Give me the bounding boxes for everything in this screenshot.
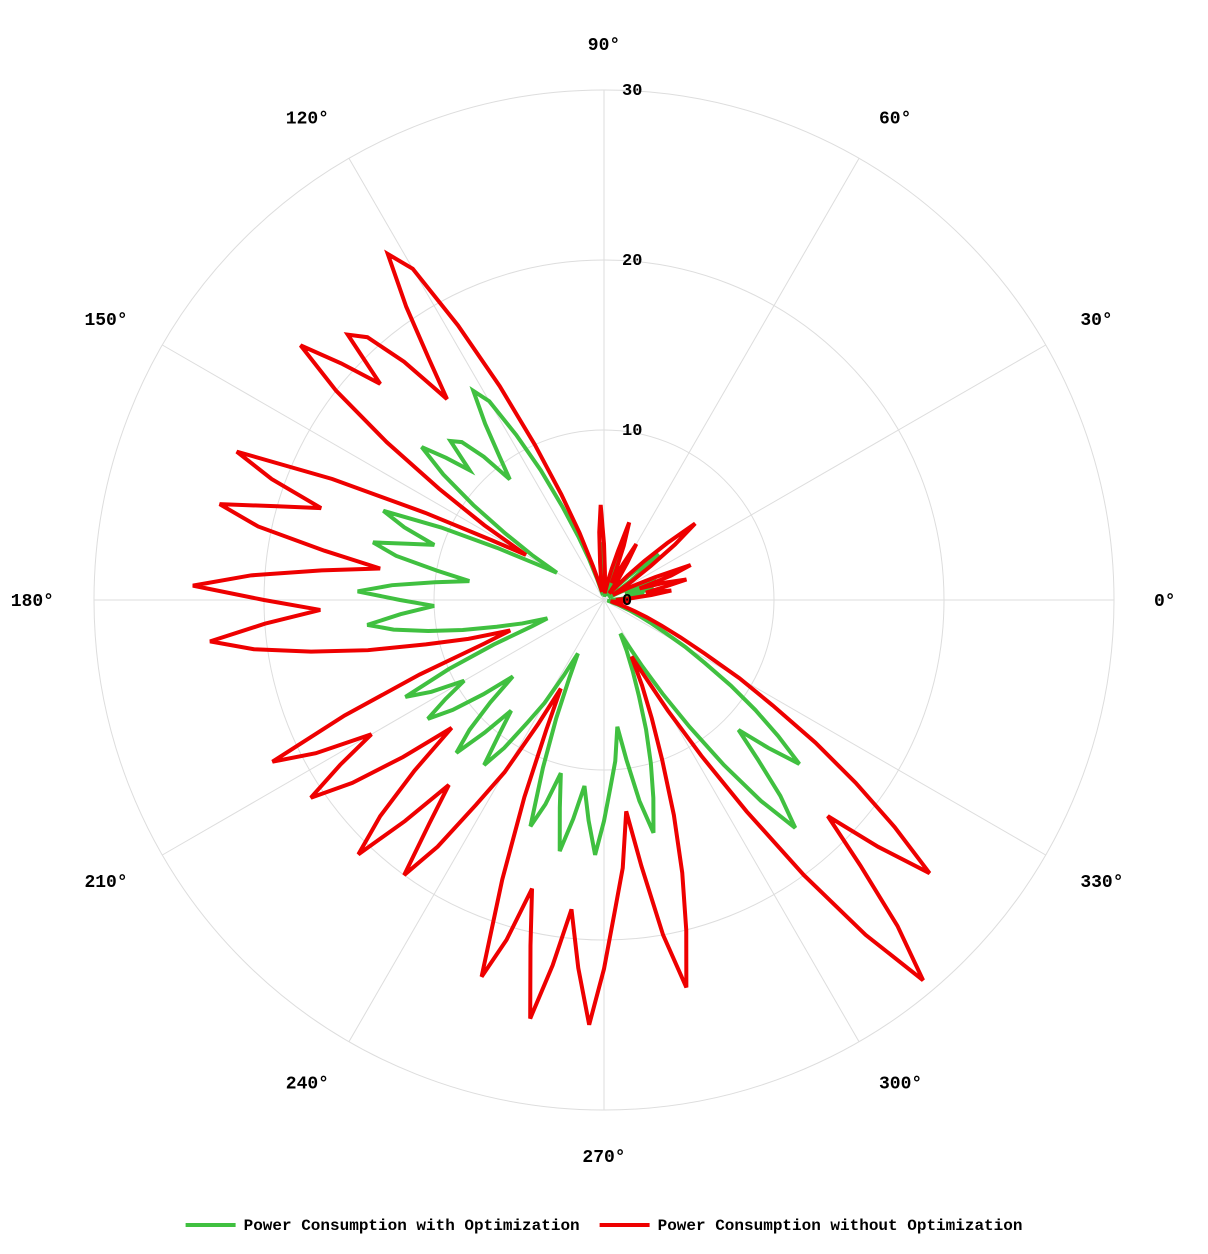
polar-chart-svg: 01020300°30°60°90°120°150°180°210°240°27… (0, 0, 1208, 1254)
polar-chart-container: 01020300°30°60°90°120°150°180°210°240°27… (0, 0, 1208, 1254)
angle-label: 240° (286, 1074, 329, 1094)
angle-label: 180° (11, 592, 54, 612)
angle-label: 90° (588, 36, 620, 56)
r-tick-label: 30 (622, 82, 642, 101)
r-tick-label: 10 (622, 422, 642, 441)
angle-label: 30° (1080, 311, 1112, 331)
angle-label: 150° (84, 311, 127, 331)
angle-label: 330° (1080, 873, 1123, 893)
legend-label: Power Consumption without Optimization (658, 1217, 1023, 1235)
r-tick-label: 0 (622, 592, 632, 611)
angle-label: 120° (286, 110, 329, 130)
angle-label: 270° (582, 1148, 625, 1168)
angle-label: 0° (1154, 592, 1176, 612)
angle-label: 60° (879, 110, 911, 130)
angle-label: 300° (879, 1074, 922, 1094)
r-tick-label: 20 (622, 252, 642, 271)
legend-label: Power Consumption with Optimization (244, 1217, 580, 1235)
angle-label: 210° (84, 873, 127, 893)
